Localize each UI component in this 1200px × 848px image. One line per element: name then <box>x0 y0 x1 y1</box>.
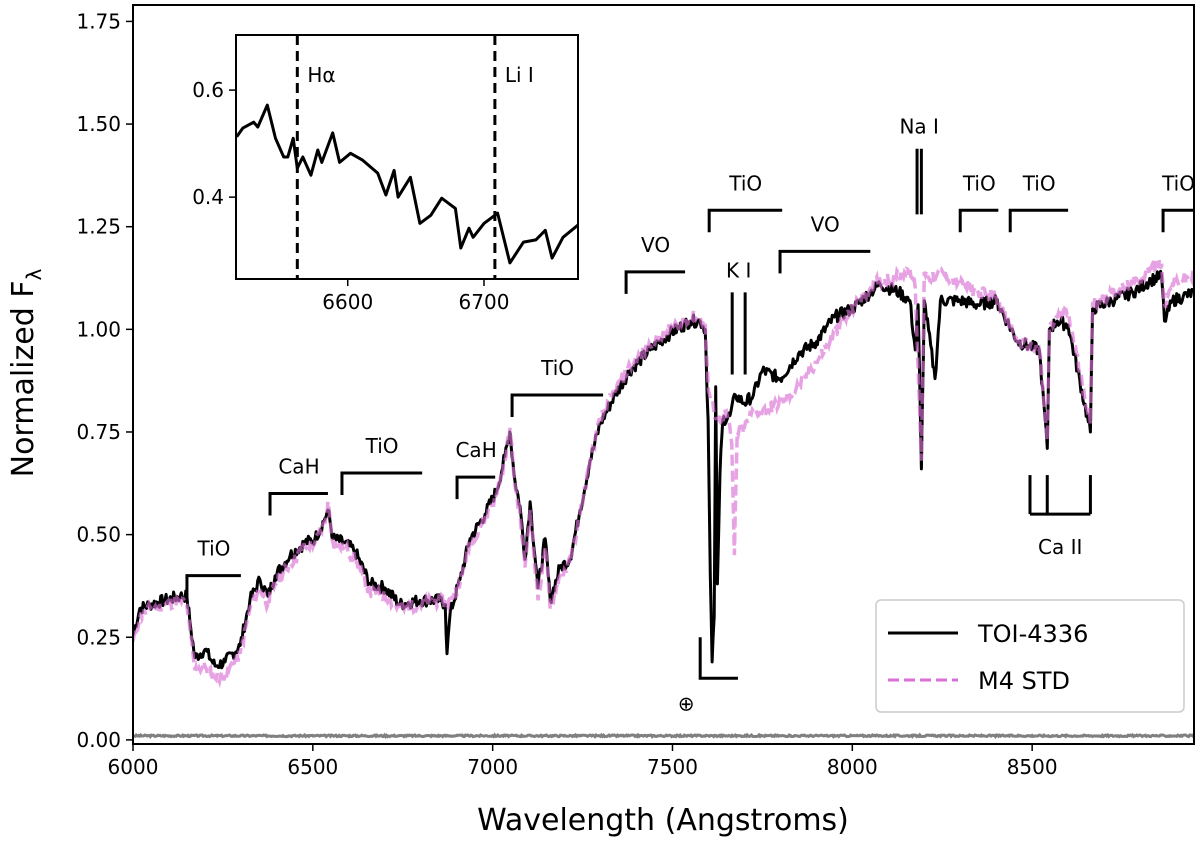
x-tick-label: 7500 <box>647 755 698 779</box>
y-tick-label: 0.00 <box>76 728 121 752</box>
inset-series-line <box>236 103 578 265</box>
legend: TOI-4336 M4 STD <box>875 599 1185 713</box>
y-tick-label: 0.75 <box>76 420 121 444</box>
band-bracket-7 <box>778 249 871 274</box>
band-label-cah: CaH <box>278 455 319 479</box>
band-bracket-6 <box>707 208 783 233</box>
band-bracket-10 <box>1161 208 1194 233</box>
band-bracket-2 <box>340 471 423 496</box>
band-bracket-1 <box>268 492 328 516</box>
inset-marker-label-1: Li I <box>505 63 534 87</box>
x-tick-label: 7000 <box>467 755 518 779</box>
inset-x-tick-label: 6700 <box>459 290 510 314</box>
inset-y-tick-label: 0.4 <box>192 185 224 209</box>
error-series-line <box>133 732 1194 740</box>
main-plot-series <box>133 259 1194 740</box>
line-label-2: Ca II <box>1038 535 1082 559</box>
telluric-bracket <box>698 637 738 680</box>
band-label-tio: TiO <box>365 434 399 458</box>
x-tick-label: 6000 <box>108 755 159 779</box>
y-axis-label-main: Normalized F <box>6 280 41 477</box>
telluric-symbol: ⊕ <box>678 691 695 715</box>
inset-plot: Hα Li I 6600 6700 0.4 0.6 <box>192 34 579 314</box>
band-bracket-9 <box>1008 208 1069 233</box>
y-tick-label: 0.25 <box>76 625 121 649</box>
band-bracket-5 <box>624 270 686 294</box>
spectral-feature-annotations: TiO CaH TiO CaH TiO VO TiO VO TiO TiO TiO K I Na I Ca… <box>185 115 1195 715</box>
inset-background <box>236 35 578 279</box>
y-tick-label: 1.50 <box>76 112 121 136</box>
y-tick-label: 1.25 <box>76 215 121 239</box>
band-bracket-0 <box>185 574 241 598</box>
band-bracket-3 <box>455 475 496 500</box>
main-axes: 6000 6500 7000 7500 8000 8500 0.00 0.25 0.50 0.75… <box>76 4 1195 779</box>
series-line-m4-std <box>133 259 1194 689</box>
legend-label-std: M4 STD <box>978 667 1070 695</box>
inset-frame <box>235 34 579 280</box>
band-label-vo: VO <box>641 233 670 257</box>
y-axis-label: Normalized Fλ <box>6 268 46 477</box>
band-label-cah: CaH <box>455 438 496 462</box>
band-label-tio: TiO <box>1022 171 1056 195</box>
plot-frame <box>132 4 1195 745</box>
line-label-1: Na I <box>899 115 938 139</box>
line-label-0: K I <box>726 258 751 282</box>
band-label-tio: TiO <box>540 356 574 380</box>
band-label-tio: TiO <box>196 537 230 561</box>
y-tick-label: 0.50 <box>76 523 121 547</box>
band-label-vo: VO <box>811 212 840 236</box>
x-tick-label: 8500 <box>1007 755 1058 779</box>
x-axis-label: Wavelength (Angstroms) <box>477 803 849 838</box>
x-tick-label: 6500 <box>287 755 338 779</box>
legend-box <box>875 599 1185 713</box>
y-tick-label: 1.00 <box>76 317 121 341</box>
band-label-tio: TiO <box>962 171 996 195</box>
inset-x-tick-label: 6600 <box>322 290 373 314</box>
y-tick-label: 1.75 <box>76 9 121 33</box>
inset-marker-label-0: Hα <box>307 63 335 87</box>
band-bracket-4 <box>510 393 604 418</box>
band-label-tio: TiO <box>728 171 762 195</box>
band-bracket-8 <box>958 208 999 233</box>
band-label-tio: TiO <box>1161 171 1195 195</box>
y-axis-label-subscript: λ <box>22 268 46 280</box>
legend-label-toi: TOI-4336 <box>977 620 1088 648</box>
x-tick-label: 8000 <box>827 755 878 779</box>
inset-y-tick-label: 0.6 <box>192 78 224 102</box>
